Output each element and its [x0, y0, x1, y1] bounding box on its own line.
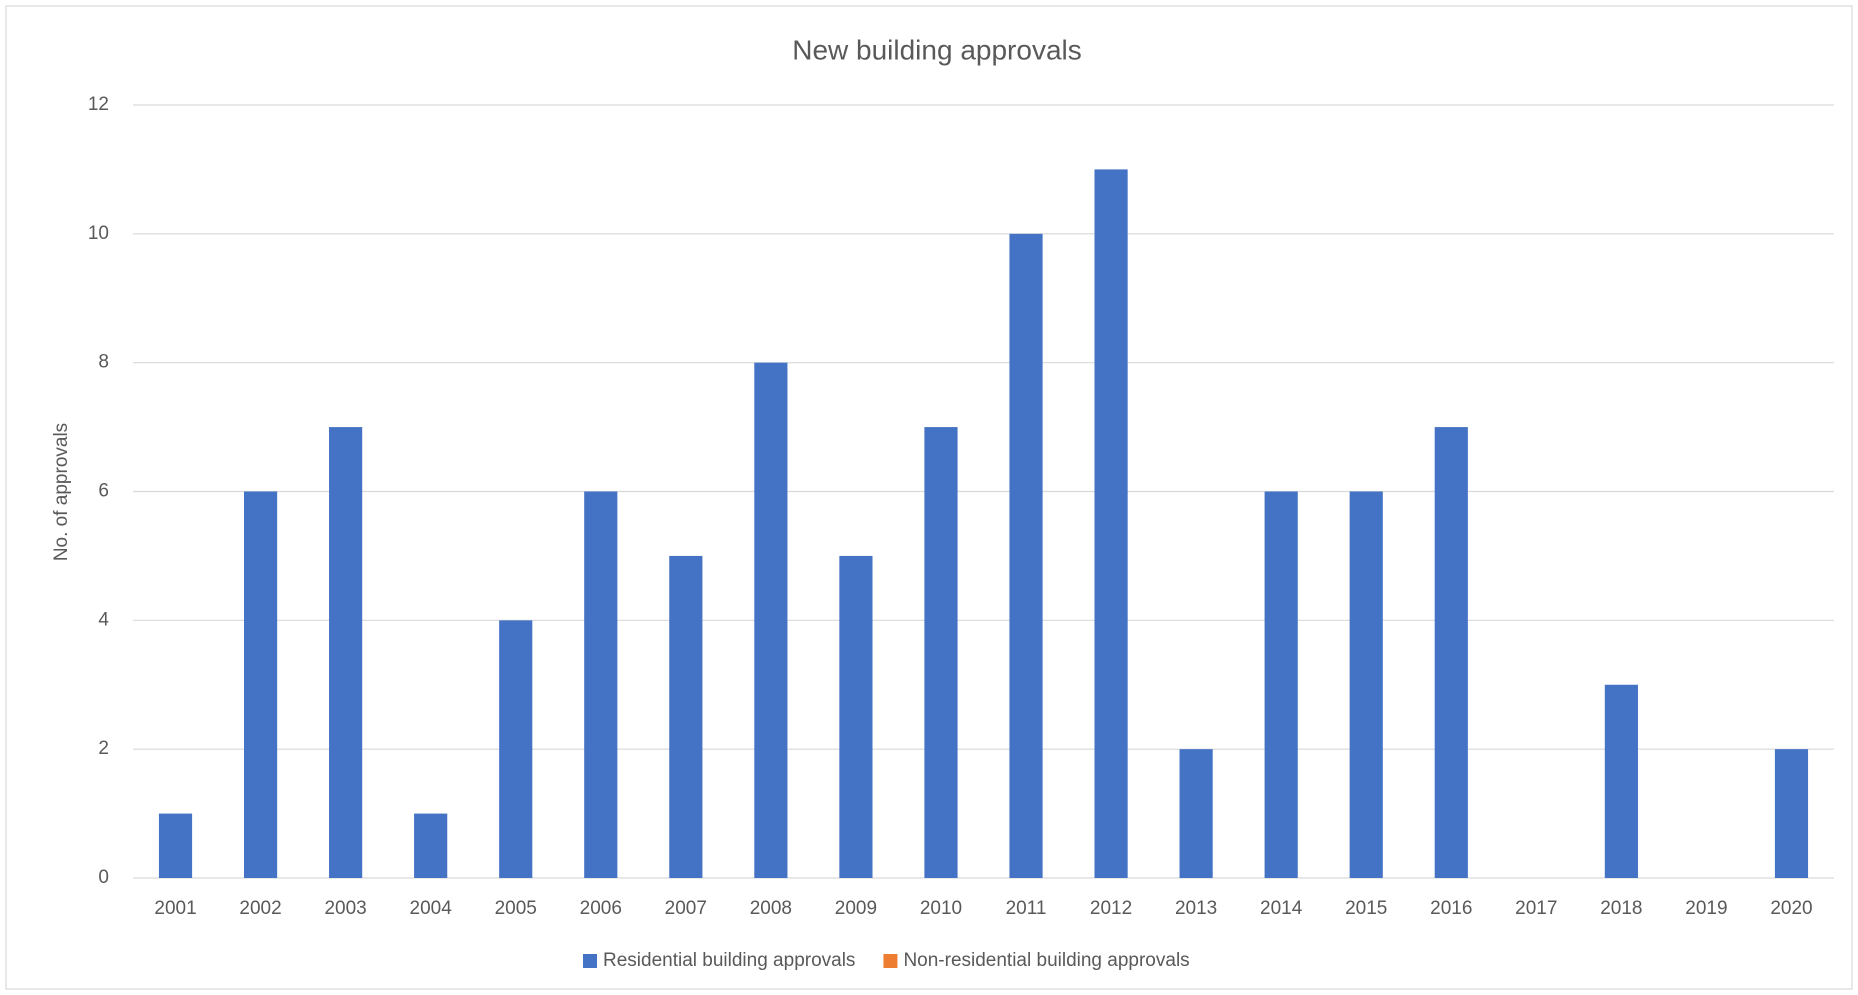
legend-label: Residential building approvals: [603, 950, 855, 971]
x-tick-label: 2005: [495, 898, 537, 919]
bar: [158, 813, 193, 878]
bar: [1009, 233, 1043, 879]
bar: [839, 555, 873, 878]
bar: [754, 362, 788, 879]
bar: [924, 427, 958, 878]
x-tick-label: 2015: [1345, 898, 1387, 919]
x-tick-label: 2004: [410, 898, 453, 919]
bar: [1774, 749, 1809, 878]
y-tick-label: 8: [98, 352, 109, 373]
x-tick-label: 2014: [1260, 898, 1303, 919]
x-tick-label: 2020: [1770, 898, 1812, 919]
x-tick-label: 2001: [154, 898, 196, 919]
x-tick-label: 2017: [1515, 898, 1557, 919]
bar: [1604, 684, 1638, 878]
bar: [1094, 169, 1128, 878]
bar: [329, 427, 363, 878]
legend-label: Non-residential building approvals: [903, 950, 1189, 971]
y-tick-label: 6: [98, 481, 109, 502]
bar: [1349, 491, 1383, 878]
x-tick-label: 2018: [1600, 898, 1642, 919]
x-tick-label: 2019: [1685, 898, 1727, 919]
bar: [499, 620, 533, 878]
x-tick-label: 2002: [239, 898, 281, 919]
y-tick-label: 10: [88, 223, 109, 244]
x-tick-label: 2009: [835, 898, 877, 919]
y-tick-label: 2: [98, 738, 109, 759]
x-tick-label: 2013: [1175, 898, 1217, 919]
legend-swatch: [583, 954, 597, 968]
bar: [669, 555, 703, 878]
x-tick-label: 2006: [580, 898, 622, 919]
x-tick-label: 2011: [1006, 898, 1047, 919]
chart-title: New building approvals: [792, 34, 1082, 65]
bar: [1179, 749, 1213, 878]
bar: [414, 813, 448, 878]
y-tick-label: 12: [88, 94, 109, 115]
bar: [584, 491, 618, 878]
legend-swatch: [883, 954, 898, 968]
bar: [1434, 427, 1468, 878]
x-tick-label: 2008: [750, 898, 792, 919]
y-tick-label: 4: [98, 609, 109, 630]
y-tick-label: 0: [98, 867, 109, 888]
y-axis-label: No. of approvals: [51, 423, 72, 561]
x-tick-label: 2003: [324, 898, 366, 919]
x-tick-label: 2016: [1430, 898, 1472, 919]
x-tick-label: 2010: [920, 898, 962, 919]
x-tick-label: 2012: [1090, 898, 1132, 919]
bar: [243, 491, 278, 878]
bar: [1264, 491, 1298, 878]
x-tick-label: 2007: [665, 898, 707, 919]
